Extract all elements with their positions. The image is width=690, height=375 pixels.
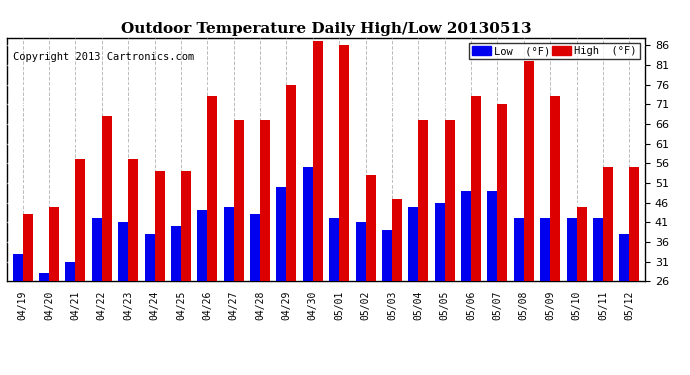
Bar bbox=[487, 191, 497, 281]
Bar bbox=[603, 167, 613, 281]
Bar bbox=[66, 262, 75, 281]
Bar bbox=[392, 199, 402, 281]
Bar bbox=[471, 96, 481, 281]
Bar bbox=[92, 218, 102, 281]
Text: Copyright 2013 Cartronics.com: Copyright 2013 Cartronics.com bbox=[13, 52, 195, 62]
Bar bbox=[497, 104, 507, 281]
Bar bbox=[445, 120, 455, 281]
Bar bbox=[355, 222, 366, 281]
Bar bbox=[593, 218, 603, 281]
Bar bbox=[566, 218, 577, 281]
Bar bbox=[514, 218, 524, 281]
Bar bbox=[303, 167, 313, 281]
Bar bbox=[277, 187, 286, 281]
Bar bbox=[313, 41, 323, 281]
Bar bbox=[49, 207, 59, 281]
Bar bbox=[524, 61, 534, 281]
Bar bbox=[102, 116, 112, 281]
Bar bbox=[207, 96, 217, 281]
Bar bbox=[418, 120, 428, 281]
Bar bbox=[181, 171, 191, 281]
Bar bbox=[629, 167, 640, 281]
Bar bbox=[382, 230, 392, 281]
Bar bbox=[75, 159, 86, 281]
Bar bbox=[234, 120, 244, 281]
Bar bbox=[39, 273, 49, 281]
Bar bbox=[118, 222, 128, 281]
Bar bbox=[250, 214, 260, 281]
Bar bbox=[329, 218, 339, 281]
Title: Outdoor Temperature Daily High/Low 20130513: Outdoor Temperature Daily High/Low 20130… bbox=[121, 22, 531, 36]
Bar bbox=[540, 218, 550, 281]
Bar bbox=[286, 85, 297, 281]
Bar bbox=[435, 202, 445, 281]
Bar bbox=[550, 96, 560, 281]
Bar bbox=[171, 226, 181, 281]
Bar bbox=[155, 171, 165, 281]
Legend: Low  (°F), High  (°F): Low (°F), High (°F) bbox=[469, 43, 640, 59]
Bar bbox=[260, 120, 270, 281]
Bar bbox=[577, 207, 586, 281]
Bar bbox=[224, 207, 234, 281]
Bar bbox=[12, 254, 23, 281]
Bar bbox=[145, 234, 155, 281]
Bar bbox=[339, 45, 349, 281]
Bar bbox=[128, 159, 138, 281]
Bar bbox=[197, 210, 207, 281]
Bar bbox=[23, 214, 32, 281]
Bar bbox=[461, 191, 471, 281]
Bar bbox=[620, 234, 629, 281]
Bar bbox=[366, 175, 375, 281]
Bar bbox=[408, 207, 418, 281]
